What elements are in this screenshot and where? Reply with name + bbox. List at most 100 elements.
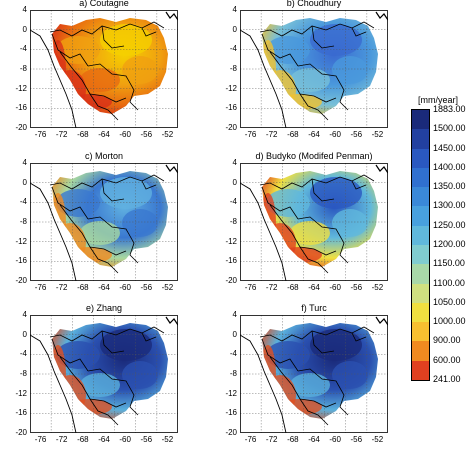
latitude-tick-label: -16 xyxy=(15,256,27,266)
longitude-tick-label: -68 xyxy=(77,130,89,139)
longitude-tick-label: -60 xyxy=(119,130,131,139)
colorbar-segment xyxy=(412,283,429,304)
value-patch xyxy=(290,373,330,397)
latitude-tick-label: 4 xyxy=(22,5,27,14)
colorbar-level-label: 1350.00 xyxy=(433,181,466,192)
plot-frame xyxy=(30,315,178,433)
longitude-tick-label: -64 xyxy=(98,283,110,292)
value-patch xyxy=(266,189,310,217)
map-panel-a: a) Coutagne 4 0 -4 -8 -12 -16 -20 -76 -72 -68 -64 -6… xyxy=(15,0,178,139)
panel-title: f) Turc xyxy=(301,303,327,313)
value-patch xyxy=(56,341,100,369)
country-border xyxy=(89,246,127,256)
latitude-tick-label: 4 xyxy=(22,310,27,319)
coastline xyxy=(30,29,77,128)
latitude-tick-label: -20 xyxy=(225,428,237,437)
country-border xyxy=(297,63,349,111)
value-patch xyxy=(80,373,120,397)
longitude-tick-label: -64 xyxy=(98,130,110,139)
coastline xyxy=(240,29,287,128)
latitude-tick-label: -8 xyxy=(19,64,27,73)
longitude-tick-label: -52 xyxy=(161,283,174,292)
latitude-tick-label: -12 xyxy=(15,236,27,246)
plot-frame xyxy=(30,163,178,281)
longitude-tick-label: -56 xyxy=(140,130,153,139)
value-patch xyxy=(100,24,152,56)
longitude-tick-label: -68 xyxy=(77,435,89,444)
map-panel-c: c) Morton 4 0 -4 -8 -12 -16 -20 -76 -72 -68 -64 -60-… xyxy=(15,151,178,292)
map-panel-d: d) Budyko (Modifed Penman) 4 0 -4 -8 -12 -16 -2… xyxy=(225,151,388,292)
colorbar-level-label: 1150.00 xyxy=(433,258,465,269)
map-panel-e: e) Zhang 4 0 -4 -8 -12 -16 -20 -76 -72 -68 -64 -60 -5… xyxy=(15,303,178,444)
latitude-tick-label: -8 xyxy=(229,369,237,378)
longitude-tick-label: -60 xyxy=(329,130,341,139)
plot-frame xyxy=(240,315,388,433)
country-border xyxy=(297,216,349,264)
longitude-tick-label: -64 xyxy=(98,435,110,444)
colorbar-segment xyxy=(412,110,429,130)
map-plot xyxy=(30,10,178,128)
value-patch xyxy=(332,361,368,389)
panel-title: c) Morton xyxy=(84,151,123,161)
colorbar-segment xyxy=(412,148,429,169)
country-border xyxy=(51,186,89,220)
value-patch xyxy=(100,329,152,361)
value-patch xyxy=(290,221,330,245)
longitude-tick-label: -60 xyxy=(329,283,341,292)
coastline xyxy=(165,164,178,174)
longitude-tick-label: -56 xyxy=(350,130,363,139)
longitude-tick-label: -52 xyxy=(371,435,384,444)
longitude-tick-label: -68 xyxy=(77,283,89,292)
colorbar-level-label: 1883.00 xyxy=(433,104,466,114)
value-patch xyxy=(310,177,362,209)
value-patch xyxy=(310,329,362,361)
longitude-tick-label: -76 xyxy=(244,283,257,292)
value-patch xyxy=(332,209,368,237)
latitude-tick-label: -4 xyxy=(229,197,237,207)
panel-title: b) Choudhury xyxy=(286,0,342,8)
longitude-tick-label: -72 xyxy=(265,283,278,292)
colorbar-segment xyxy=(412,187,429,207)
longitude-tick-label: -52 xyxy=(371,130,384,139)
latitude-tick-label: 0 xyxy=(232,24,237,34)
longitude-tick-label: -56 xyxy=(140,283,153,292)
country-border xyxy=(261,338,299,372)
latitude-tick-label: 0 xyxy=(22,329,27,339)
coastline xyxy=(375,11,388,21)
coastline xyxy=(375,164,388,174)
latitude-tick-label: -12 xyxy=(15,388,27,398)
map-plot xyxy=(30,315,178,433)
value-patch xyxy=(80,221,120,245)
latitude-tick-label: -8 xyxy=(19,217,27,226)
country-border xyxy=(297,368,349,416)
longitude-tick-label: -76 xyxy=(244,130,257,139)
latitude-tick-label: -16 xyxy=(225,256,237,266)
country-border xyxy=(141,332,157,342)
latitude-tick-label: -12 xyxy=(225,388,237,398)
colorbar-level-label: 1100.00 xyxy=(433,277,465,288)
longitude-tick-label: -68 xyxy=(287,283,299,292)
country-border xyxy=(141,180,157,190)
value-patch xyxy=(122,56,158,84)
longitude-tick-label: -76 xyxy=(34,130,47,139)
country-border xyxy=(299,246,337,256)
longitude-tick-label: -64 xyxy=(308,435,320,444)
latitude-tick-label: 4 xyxy=(232,158,237,167)
longitude-tick-label: -76 xyxy=(34,435,47,444)
latitude-tick-label: -16 xyxy=(15,408,27,418)
longitude-tick-label: -76 xyxy=(34,283,47,292)
longitude-tick-label: -56 xyxy=(350,283,363,292)
value-patch xyxy=(56,36,100,64)
colorbar-level-label: 241.00 xyxy=(433,374,461,384)
value-patch xyxy=(56,189,100,217)
value-patch xyxy=(266,341,310,369)
value-patch xyxy=(122,209,158,237)
coastline xyxy=(30,334,77,433)
country-border xyxy=(87,216,139,264)
colorbar-segment xyxy=(412,322,429,342)
latitude-tick-label: -4 xyxy=(229,44,237,54)
longitude-tick-label: -72 xyxy=(55,130,68,139)
colorbar-level-label: 1050.00 xyxy=(433,296,466,307)
longitude-tick-label: -60 xyxy=(119,435,131,444)
coastline xyxy=(240,182,287,281)
